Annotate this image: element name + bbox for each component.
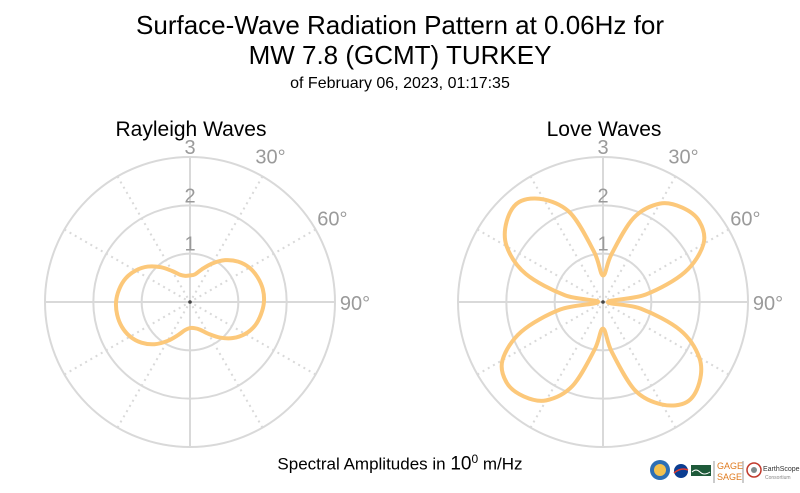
love-angle-tick-label: 90° [753, 293, 783, 315]
rayleigh-angle-tick-label: 90° [340, 293, 370, 315]
chart-title-line2: MW 7.8 (GCMT) TURKEY [248, 40, 552, 70]
chart-title-date: of February 06, 2023, 01:17:35 [290, 75, 510, 92]
love-angle-tick-label: 60° [730, 209, 760, 231]
gage-logo-text: GAGE [717, 461, 743, 471]
love-center-dot [601, 300, 605, 304]
rayleigh-subtitle: Rayleigh Waves [115, 118, 267, 141]
consortium-logo-text: Consortium [765, 475, 791, 481]
love-subtitle: Love Waves [546, 118, 662, 141]
chart-title-line1: Surface-Wave Radiation Pattern at 0.06Hz… [136, 10, 664, 40]
rayleigh-radial-tick-label: 3 [184, 137, 195, 159]
love-radial-tick-label: 3 [597, 137, 608, 159]
units-label-suffix: m/Hz [478, 454, 523, 474]
sponsor-logos: GAGE SAGE EarthScope Consortium [650, 460, 800, 483]
earthscope-logo-text: EarthScope [763, 466, 800, 473]
love-angle-tick-label: 30° [668, 147, 698, 169]
love-radial-tick-label: 2 [597, 185, 608, 207]
rayleigh-center-dot [188, 300, 192, 304]
rayleigh-radial-tick-label: 2 [184, 185, 195, 207]
love-radiation-pattern [499, 196, 707, 408]
units-exponent: 0 [471, 452, 479, 466]
usgs-logo [691, 465, 711, 476]
units-label-prefix: Spectral Amplitudes in [277, 454, 451, 474]
earthscope-logo [746, 462, 762, 478]
rayleigh-angle-tick-label: 30° [255, 147, 285, 169]
rayleigh-radial-tick-label: 1 [184, 234, 195, 256]
love-radial-tick-label: 1 [597, 234, 608, 256]
sage-logo-text: SAGE [717, 472, 742, 482]
nasa-logo [673, 464, 689, 478]
rayleigh-angle-tick-label: 60° [317, 209, 347, 231]
units-base: 10 [450, 453, 472, 475]
rayleigh-radiation-pattern [113, 258, 267, 347]
amplitude-units-label: Spectral Amplitudes in 100 m/Hz [0, 452, 800, 476]
nsf-logo [650, 460, 670, 480]
